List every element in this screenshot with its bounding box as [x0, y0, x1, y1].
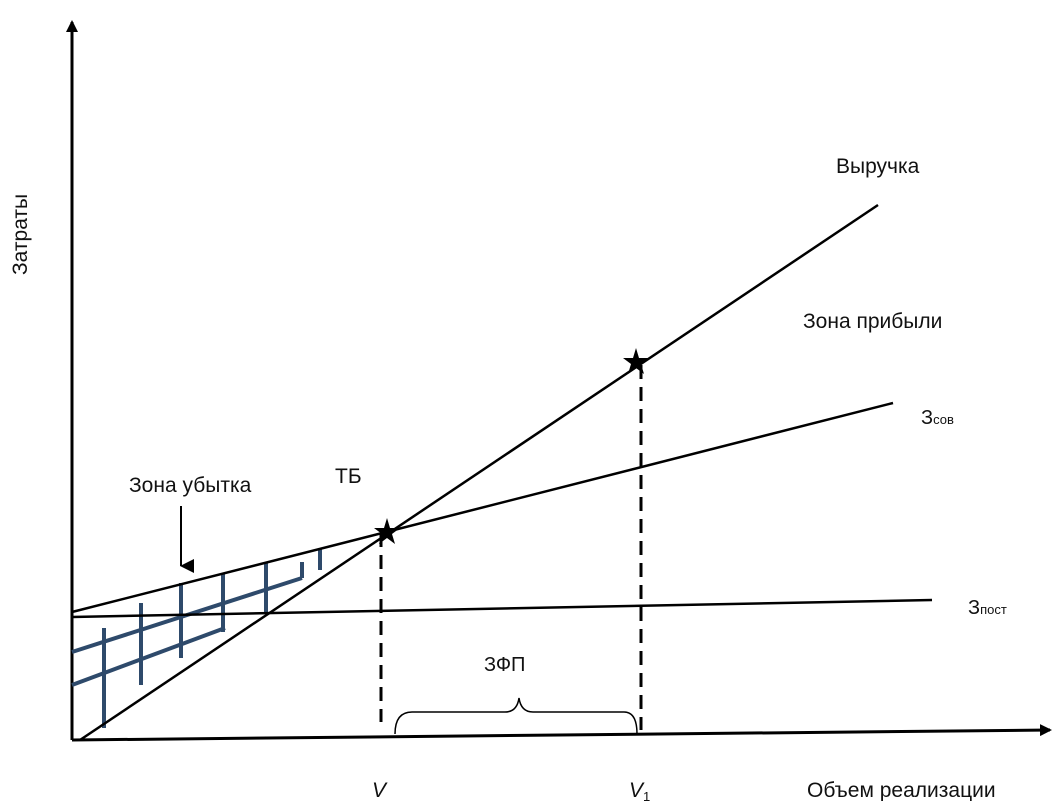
v-label: V [372, 779, 388, 801]
breakeven-star-icon [374, 518, 400, 544]
fixed-cost-label: Зпост [968, 597, 1007, 619]
v1-label: V1 [629, 779, 650, 801]
fixed-cost-subscript: пост [980, 602, 1007, 617]
revenue-line [79, 203, 879, 742]
fixed-cost-line [71, 598, 933, 619]
safety-zone-brace [394, 697, 638, 735]
v1-symbol: V [629, 779, 645, 801]
total-cost-subscript: сов [933, 412, 954, 427]
fixed-cost-symbol: З [968, 597, 980, 619]
loss-zone-hatch [71, 548, 322, 728]
y-axis-label: Затраты [9, 194, 32, 275]
x-axis-label: Объем реализации [807, 779, 996, 801]
breakeven-label: ТБ [335, 465, 362, 488]
x-axis [71, 724, 1052, 742]
total-cost-symbol: З [921, 407, 933, 429]
revenue-label: Выручка [836, 155, 920, 178]
total-cost-label: Зсов [921, 407, 954, 429]
v1-subscript: 1 [643, 789, 650, 801]
total-cost-line [71, 401, 894, 614]
profit-zone-label: Зона прибыли [803, 310, 942, 333]
loss-zone-label: Зона убытка [129, 474, 252, 497]
target-star-icon [623, 348, 649, 374]
safety-zone-label: ЗФП [484, 654, 525, 676]
